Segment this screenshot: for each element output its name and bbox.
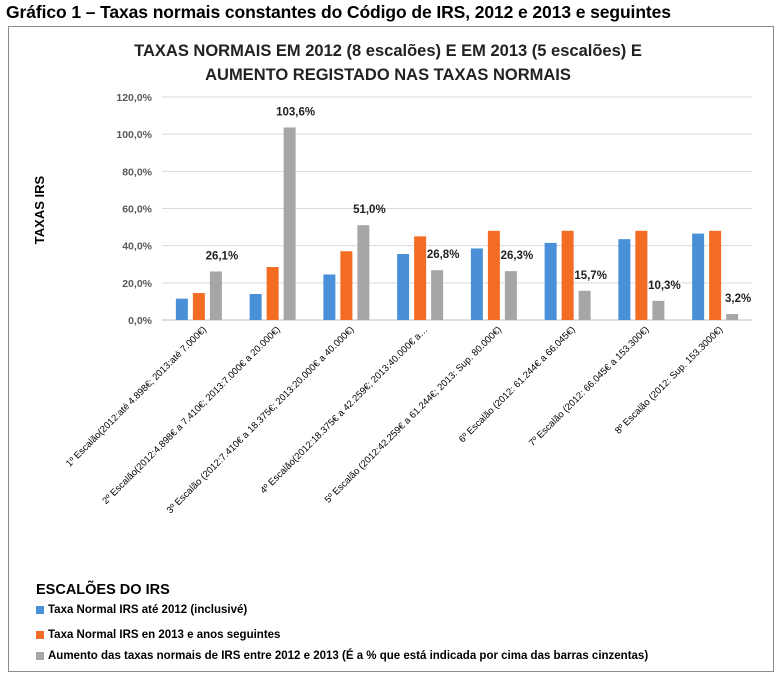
legend-item-2013: Taxa Normal IRS en 2013 e anos seguintes <box>36 629 280 641</box>
bar-series1 <box>692 233 705 320</box>
data-label: 51,0% <box>353 204 386 216</box>
x-tick-label: 7º Escalão (2012: 66.045€ a 153.300€) <box>527 324 652 449</box>
y-axis-label: TAXAS IRS <box>32 175 47 244</box>
bar-series3 <box>504 271 517 320</box>
bar-series1 <box>175 298 188 320</box>
bar-series3 <box>578 290 591 320</box>
bar-series2 <box>414 236 427 320</box>
legend-label-2012: Taxa Normal IRS até 2012 (inclusivé) <box>48 604 248 616</box>
y-tick-label: 120,0% <box>116 92 152 104</box>
bar-series2 <box>266 267 279 320</box>
data-label: 26,1% <box>206 250 239 262</box>
y-tick-label: 100,0% <box>116 129 152 141</box>
bar-series3 <box>357 225 370 320</box>
bar-series2 <box>340 251 353 320</box>
data-label: 103,6% <box>276 106 315 118</box>
legend-swatch-2012 <box>36 606 44 614</box>
data-label: 10,3% <box>648 280 681 292</box>
x-tick-label: 1º Escalão(2012:até 4.898€; 2013:até 7.0… <box>64 324 209 469</box>
bar-series2 <box>635 230 648 320</box>
page-heading: Gráfico 1 – Taxas normais constantes do … <box>6 2 671 22</box>
bar-series2 <box>709 230 722 320</box>
x-tick-label: 4º Escalão(2012:18.375€ a 42.259€; 2013:… <box>258 324 430 496</box>
bar-series3 <box>652 300 665 320</box>
data-label: 26,8% <box>427 249 460 261</box>
bar-series3 <box>726 314 739 320</box>
legend-swatch-2013 <box>36 631 44 639</box>
x-tick-label: 2º Escalão(2012:4.898€ a 7.410€; 2013:7.… <box>100 324 282 506</box>
bar-series2 <box>487 230 500 320</box>
chart-title-line: TAXAS NORMAIS EM 2012 (8 escalões) E EM … <box>134 42 642 60</box>
data-label: 3,2% <box>725 293 751 305</box>
bar-series3 <box>209 271 222 320</box>
legend-item-2012: Taxa Normal IRS até 2012 (inclusivé) <box>36 604 247 616</box>
legend-label-2013: Taxa Normal IRS en 2013 e anos seguintes <box>48 629 281 641</box>
bar-series1 <box>323 274 336 320</box>
y-tick-label: 0,0% <box>128 315 153 327</box>
y-tick-label: 40,0% <box>122 241 152 253</box>
bar-series2 <box>192 293 205 320</box>
bar-series3 <box>431 270 444 320</box>
bar-series1 <box>618 239 631 320</box>
bar-series3 <box>283 127 296 320</box>
bar-series2 <box>561 230 574 320</box>
legend-title: ESCALÕES DO IRS <box>36 582 170 598</box>
data-label: 15,7% <box>574 270 607 282</box>
x-tick-label: 6º Escalão (2012: 61.244€ a 66.045€) <box>457 324 578 445</box>
bar-series1 <box>544 242 557 320</box>
y-tick-label: 20,0% <box>122 278 152 290</box>
legend-label-increase: Aumento das taxas normais de IRS entre 2… <box>48 650 649 662</box>
x-tick-label: 5º Escalão (2012:42.259€ a 61.244€; 2013… <box>323 324 504 505</box>
legend-item-increase: Aumento das taxas normais de IRS entre 2… <box>36 650 648 662</box>
data-label: 26,3% <box>501 250 534 262</box>
chart-title-line: AUMENTO REGISTADO NAS TAXAS NORMAIS <box>205 66 571 84</box>
bar-series1 <box>249 293 262 320</box>
bar-series1 <box>397 254 410 320</box>
y-tick-label: 80,0% <box>122 166 152 178</box>
y-tick-label: 60,0% <box>122 204 152 216</box>
legend-swatch-increase <box>36 652 44 660</box>
bar-series1 <box>470 248 483 320</box>
